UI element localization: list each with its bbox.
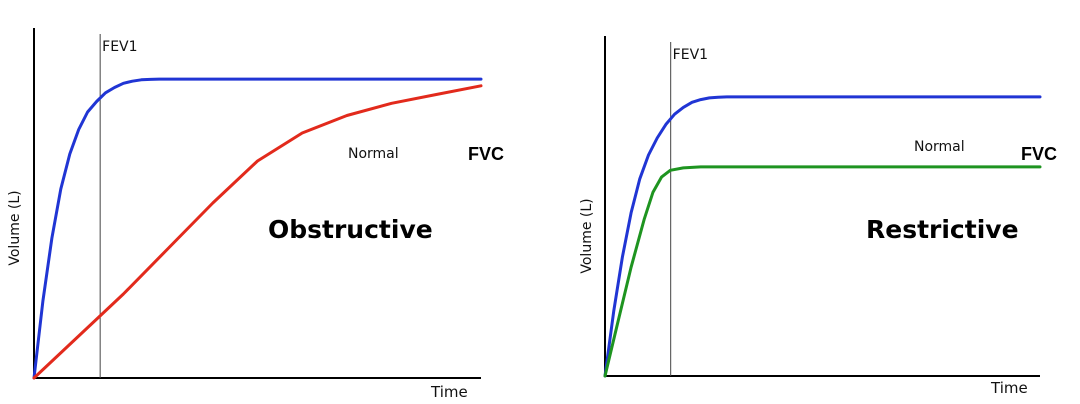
fev1-label: FEV1 xyxy=(102,39,137,55)
fvc-label: FVC xyxy=(1021,144,1057,164)
x-axis-title: Time xyxy=(990,379,1028,397)
obstructive-panel: FEV1 Normal FVC Obstructive Volume (L) T… xyxy=(7,28,504,401)
y-axis-title: Volume (L) xyxy=(7,190,23,265)
normal-curve xyxy=(603,95,1042,378)
restrictive-label: Restrictive xyxy=(866,215,1019,244)
restrictive-panel: FEV1 Normal FVC Restrictive Volume (L) T… xyxy=(579,36,1057,397)
obstructive-curve xyxy=(32,84,483,380)
normal-label: Normal xyxy=(348,146,399,162)
obstructive-label: Obstructive xyxy=(268,215,433,244)
fev1-label: FEV1 xyxy=(673,47,708,63)
restrictive-curve xyxy=(603,165,1042,378)
x-axis-title: Time xyxy=(430,383,468,401)
y-axis-title: Volume (L) xyxy=(579,198,595,273)
normal-label: Normal xyxy=(914,139,965,155)
fvc-label: FVC xyxy=(468,144,504,164)
normal-curve xyxy=(32,77,483,380)
